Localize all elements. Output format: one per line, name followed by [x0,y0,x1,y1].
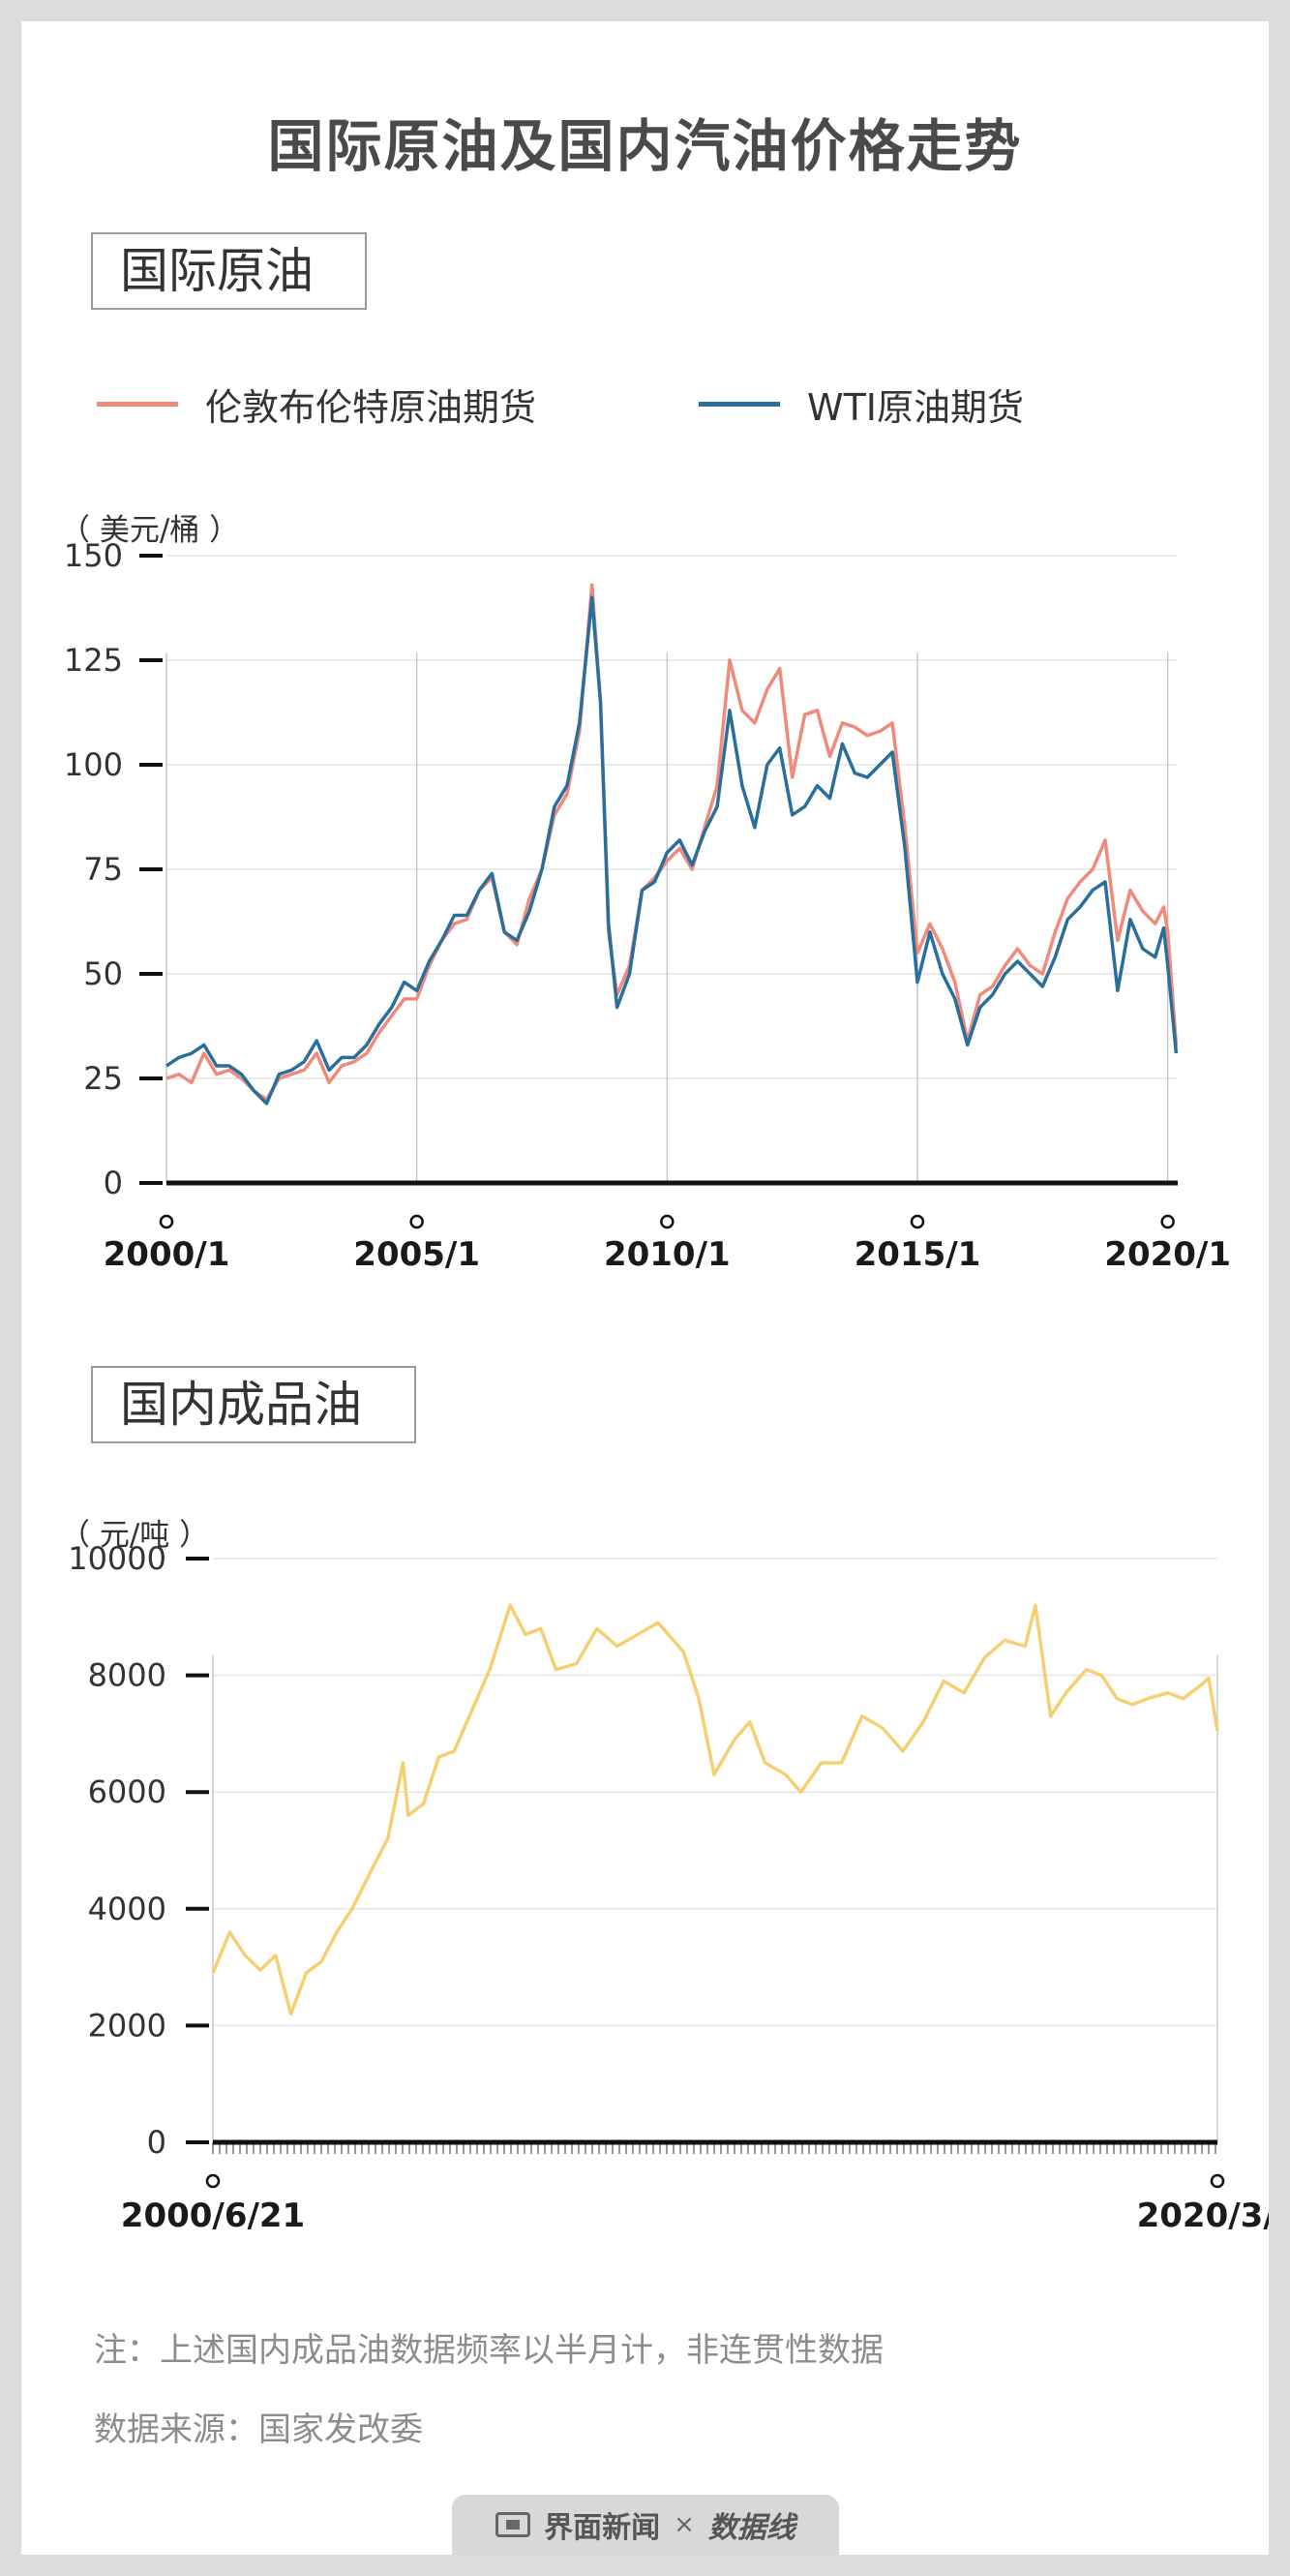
legend-swatch-brent [97,401,178,407]
y-tick-label: 6000 [88,1773,166,1810]
x-tick-marker [159,1214,174,1229]
y-tick-label: 75 [83,851,123,888]
section-title-domestic: 国内成品油 [91,1366,416,1443]
page-title: 国际原油及国内汽油价格走势 [267,113,1023,179]
y-axis-unit-crude: （ 美元/桶 ） [60,513,240,548]
x-tick-marker [660,1214,675,1229]
charts-svg: 0 25 50 75 100 125 150 2000/1 2005/1 2010/1 2015/1… [64,537,1269,2235]
x-tick-marker [409,1214,424,1229]
footer-badge: 界面新闻 × 数据线 [452,2495,839,2555]
y-tick-label: 25 [83,1060,123,1097]
series-line-b [165,595,1179,1106]
legend-item-wti: WTI原油期货 [699,379,1024,429]
y-tick-label: 4000 [88,1891,166,1927]
y-tick-label: 2000 [88,2007,166,2044]
legend-label-wti: WTI原油期货 [807,385,1024,429]
legend-item-brent: 伦敦布伦特原油期货 [97,379,537,429]
y-tick-label: 50 [83,955,123,992]
chart-crude: 0 25 50 75 100 125 150 2000/1 2005/1 2010/1 2015/1… [64,537,1231,1274]
x-tick-label: 2000/1 [104,1235,230,1274]
y-tick-label: 0 [147,2124,166,2161]
y-tick-label: 10000 [68,1540,166,1577]
x-tick-marker [1160,1214,1175,1229]
footnote: 注：上述国内成品油数据频率以半月计，非连贯性数据 [94,2331,884,2370]
footer-brand: 界面新闻 [544,2511,661,2545]
y-tick-label: 0 [104,1165,123,1201]
footer-partner: 数据线 [707,2511,795,2545]
y-tick-label: 150 [64,537,123,574]
x-tick-label: 2010/1 [604,1235,731,1274]
infographic-card: 国际原油及国内汽油价格走势 国际原油 伦敦布伦特原油期货 WTI原油期货 （ 美… [21,21,1269,2555]
x-tick-label: 2015/1 [855,1235,981,1274]
y-axis-unit-domestic: （ 元/吨 ） [60,1518,210,1553]
section-title-crude: 国际原油 [91,232,367,310]
x-tick-label: 2000/6/21 [121,2197,305,2235]
x-tick-label: 2005/1 [353,1235,480,1274]
series-line-a [211,1603,1219,2016]
footer-separator: × [674,2510,695,2539]
x-tick-label: 2020/1 [1104,1235,1231,1274]
y-tick-label: 8000 [88,1657,166,1694]
x-tick-marker [205,2173,221,2189]
y-tick-label: 125 [64,642,123,679]
x-tick-marker [910,1214,925,1229]
data-source: 数据来源：国家发改委 [94,2410,423,2449]
x-tick-label: 2020/3/3 [1137,2197,1269,2235]
chart-domestic: 0 2000 4000 6000 8000 10000 2000/6/21 2020/3/3 [68,1540,1269,2235]
legend-swatch-wti [699,401,780,407]
legend-label-brent: 伦敦布伦特原油期货 [205,385,537,429]
x-tick-marker [1210,2173,1225,2189]
series-line-a [165,583,1179,1102]
news-logo-icon [495,2512,531,2537]
y-tick-label: 100 [64,746,123,783]
